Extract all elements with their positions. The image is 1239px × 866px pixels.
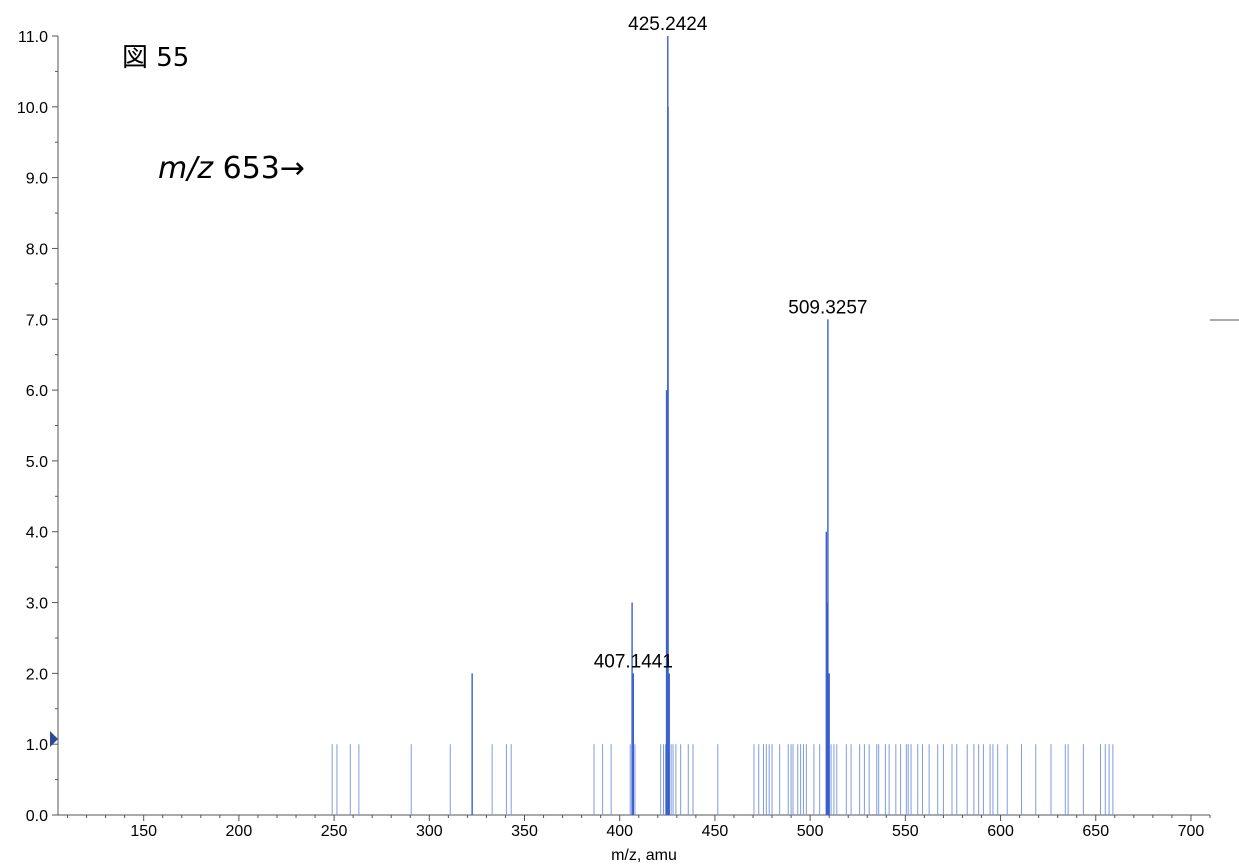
x-tick-label: 150 bbox=[130, 823, 157, 840]
x-tick-label: 450 bbox=[702, 823, 729, 840]
x-tick-label: 700 bbox=[1178, 823, 1205, 840]
y-tick-label: 2.0 bbox=[26, 666, 48, 683]
x-tick-label: 250 bbox=[321, 823, 348, 840]
y-tick-label: 5.0 bbox=[26, 454, 48, 471]
peak-value-label: 509.3257 bbox=[788, 297, 867, 318]
chart-peaks bbox=[331, 36, 1114, 815]
precursor-annotation: m/z 653→ bbox=[158, 151, 305, 186]
y-tick-label: 0.0 bbox=[26, 808, 48, 825]
x-tick-label: 550 bbox=[892, 823, 919, 840]
y-tick-label: 1.0 bbox=[26, 737, 48, 754]
chart-axes: 0.0 1.0 2.0 3.0 4.0 5.0 6.0 7.0 8.0 9.0 10.0 11.0 15… bbox=[17, 29, 1211, 840]
y-tick-label: 10.0 bbox=[17, 100, 48, 117]
x-tick-label: 500 bbox=[797, 823, 824, 840]
y-tick-label: 4.0 bbox=[26, 525, 48, 542]
precursor-annotation-value: 653→ bbox=[213, 151, 305, 186]
baseline-marker-icon bbox=[50, 731, 58, 747]
x-tick-label: 200 bbox=[226, 823, 253, 840]
y-tick-label: 8.0 bbox=[26, 241, 48, 258]
chart-peak-labels: 425.2424 509.3257 407.1441 bbox=[594, 14, 868, 672]
peak-value-label: 407.1441 bbox=[594, 651, 673, 672]
x-axis-title: m/z, amu bbox=[611, 847, 677, 864]
precursor-annotation-unit: m/z bbox=[158, 151, 214, 186]
x-tick-label: 650 bbox=[1082, 823, 1109, 840]
y-tick-label: 11.0 bbox=[18, 29, 48, 46]
y-tick-label: 9.0 bbox=[26, 171, 48, 188]
x-tick-label: 400 bbox=[606, 823, 633, 840]
y-tick-label: 7.0 bbox=[26, 312, 48, 329]
y-tick-label: 3.0 bbox=[26, 596, 48, 613]
y-tick-label: 6.0 bbox=[26, 383, 48, 400]
x-tick-label: 350 bbox=[511, 823, 538, 840]
x-tick-label: 600 bbox=[987, 823, 1014, 840]
figure-label: 図 55 bbox=[122, 43, 189, 73]
peak-value-label: 425.2424 bbox=[628, 14, 708, 35]
x-tick-label: 300 bbox=[416, 823, 443, 840]
